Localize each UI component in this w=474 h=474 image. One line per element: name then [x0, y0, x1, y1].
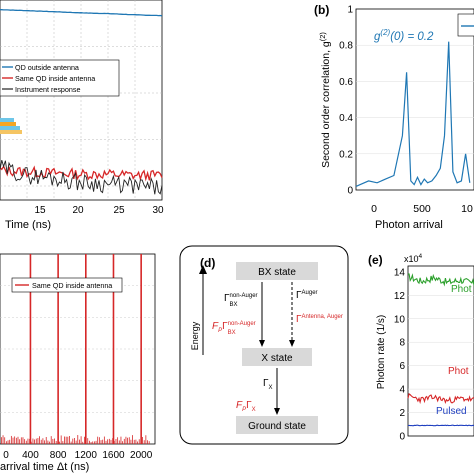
legend-label: Same QD inside antenna — [32, 281, 112, 290]
panel-a-series — [0, 9, 163, 195]
y-tick-label: 14 — [394, 267, 406, 278]
x-tick-label: 30 — [152, 205, 164, 216]
x-state-box — [242, 348, 312, 366]
y-tick-label: 0.2 — [339, 149, 353, 160]
auger-rate: ΓAuger — [296, 290, 318, 301]
panel-a-inset-bars — [0, 118, 22, 134]
panel-e: (e) 0 2 4 6 8 10 12 14 x104 Photon rate (1/s) P… — [368, 253, 474, 443]
x-tick-label: 1200 — [75, 450, 98, 461]
panel-b-axes — [355, 8, 474, 191]
legend-label: QD outside antenna — [15, 63, 79, 72]
y-tick-label: 6 — [399, 361, 405, 372]
panel-label: (b) — [314, 3, 329, 17]
x-axis-title: Photon arrival — [375, 219, 443, 231]
panel-label: (d) — [200, 256, 215, 270]
fp-auger-rate: ΓAntenna, Auger — [296, 314, 343, 325]
panel-d: (d) Energy BX state X state Ground state… — [179, 245, 349, 445]
x-rate: ΓX — [263, 378, 273, 391]
ground-state-box — [236, 416, 318, 434]
g2-annotation: g(2)(0) = 0.2 — [374, 28, 434, 43]
panel-b-series — [355, 41, 471, 187]
series-line — [355, 41, 471, 187]
y-tick-label: 8 — [399, 338, 405, 349]
panel-a: QD outside antenna Same QD inside antenn… — [0, 0, 164, 231]
bx-state-label: BX state — [258, 267, 296, 278]
panel-b-grid — [356, 44, 474, 155]
panel-c-legend: Same QD inside antenna — [11, 277, 123, 293]
x-axis-title: Time (ns) — [5, 219, 51, 231]
panel-c-x-ticks: 0 400 800 1200 1600 2000 — [3, 450, 153, 461]
x-tick-label: 25 — [113, 205, 125, 216]
series-line — [407, 424, 474, 427]
series-line — [407, 392, 474, 405]
x-axis-title: arrival time Δt (ns) — [0, 461, 89, 473]
y-axis-title: Photon rate (1/s) — [376, 315, 387, 389]
y-tick-label: 0.4 — [339, 113, 353, 124]
x-tick-label: 0 — [3, 450, 9, 461]
x-tick-label: 0 — [371, 203, 377, 215]
series-line — [0, 165, 163, 182]
panel-e-axes — [407, 265, 474, 437]
x-tick-label: 1600 — [102, 450, 125, 461]
y-tick-label: 0.6 — [339, 77, 353, 88]
y-axis-title: Second order correlation, g(2) — [318, 32, 332, 168]
x-tick-label: 15 — [34, 205, 46, 216]
panel-d-frame — [179, 245, 349, 445]
legend-label: Instrument response — [15, 85, 81, 94]
y-tick-label: 0 — [347, 186, 353, 197]
x-tick-label: 400 — [22, 450, 39, 461]
bx-state-box — [236, 262, 318, 280]
panel-e-grid — [408, 295, 474, 413]
panel-label: (e) — [368, 253, 383, 267]
series-label: Phot — [451, 284, 472, 295]
series-label: Phot — [448, 366, 469, 377]
non-auger-rate: Γnon-Auger BX — [224, 293, 258, 308]
x-tick-label: 800 — [50, 450, 67, 461]
y-tick-label: 0 — [399, 432, 405, 443]
y-tick-label: 0.8 — [339, 41, 353, 52]
fp-non-auger-rate: FPΓnon-Auger BX — [212, 321, 256, 336]
series-line — [407, 273, 474, 287]
panel-b-y-ticks: 0 0.2 0.4 0.6 0.8 1 — [339, 5, 353, 197]
ground-state-label: Ground state — [248, 421, 306, 432]
panel-e-y-ticks: 0 2 4 6 8 10 12 14 — [394, 267, 406, 442]
y-tick-label: 4 — [399, 385, 405, 396]
panel-b-legend — [457, 13, 474, 37]
x-tick-label: 10 — [461, 203, 473, 215]
y-tick-label: 12 — [394, 291, 406, 302]
panel-a-legend: QD outside antenna Same QD inside antenn… — [0, 59, 120, 97]
y-tick-label: 1 — [347, 5, 353, 16]
energy-axis-arrowhead — [199, 265, 207, 274]
panel-b: (b) g(2)(0) = 0.2 0 0.2 0.4 0.6 0.8 1 Second … — [314, 3, 474, 231]
arrowhead — [259, 340, 265, 347]
arrowhead — [289, 340, 295, 347]
x-tick-label: 20 — [72, 205, 84, 216]
x-state-label: X state — [261, 353, 293, 364]
x-tick-label: 500 — [413, 203, 431, 215]
series-line — [0, 9, 163, 17]
fp-x-rate: FPΓX — [236, 400, 256, 413]
panel-e-series — [407, 273, 474, 427]
panel-c: Same QD inside antenna 0 400 800 1200 1600 20… — [0, 253, 156, 473]
energy-label: Energy — [190, 321, 200, 350]
legend-label: Same QD inside antenna — [15, 74, 95, 83]
arrowhead — [274, 408, 280, 415]
series-line — [0, 159, 163, 195]
y-scale-label: x104 — [404, 253, 423, 264]
x-tick-label: 2000 — [130, 450, 153, 461]
series-label: Pulsed — [436, 406, 467, 417]
y-tick-label: 10 — [394, 314, 406, 325]
y-tick-label: 2 — [399, 408, 405, 419]
